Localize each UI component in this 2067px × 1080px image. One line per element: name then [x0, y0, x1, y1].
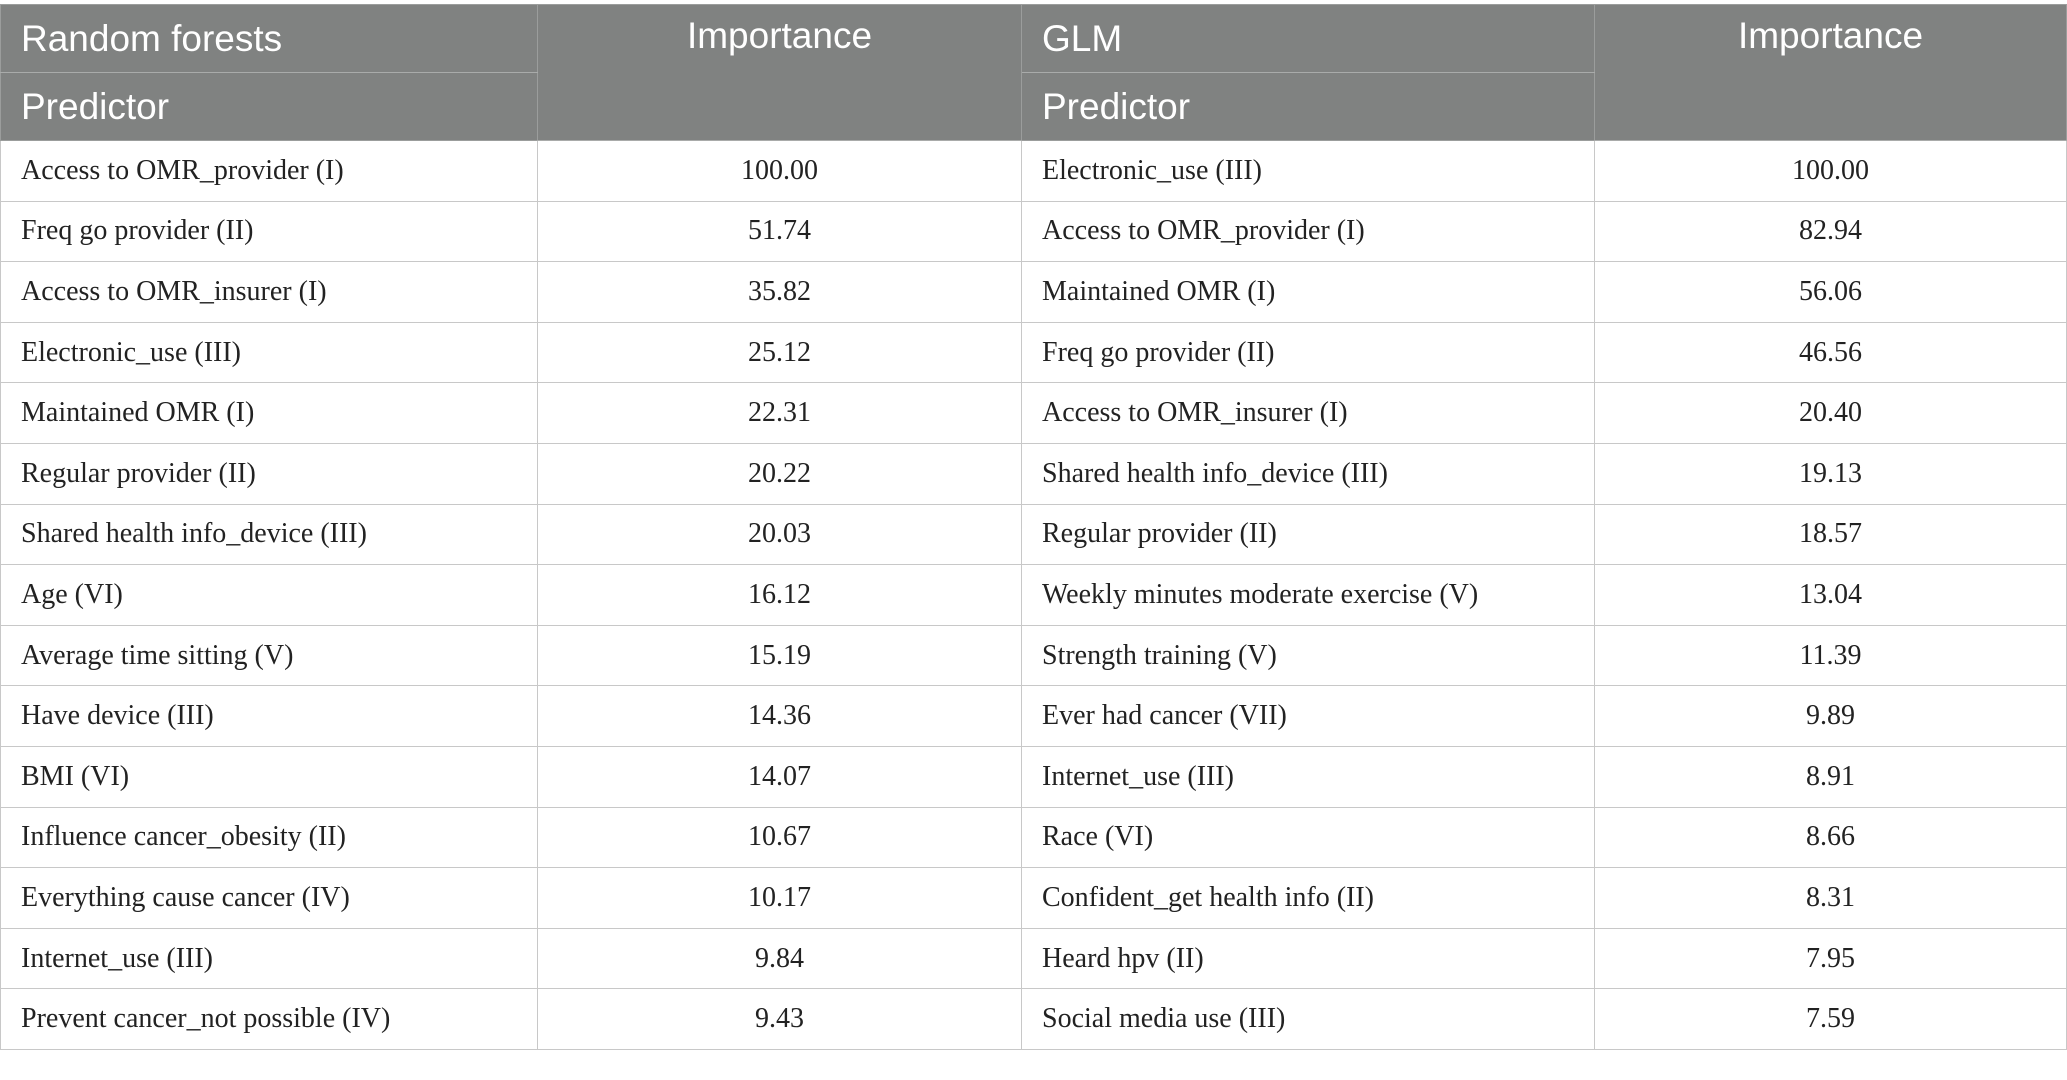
table-row: Everything cause cancer (IV) 10.17 Confide…: [0, 867, 2067, 929]
glm-predictor-header: Predictor: [1021, 72, 1595, 141]
table-row: Access to OMR_insurer (I) 35.82 Maintained…: [0, 261, 2067, 323]
header-row-predictor: Predictor Predictor: [0, 72, 2067, 141]
importance-table-container: Random forests Importance GLM Importance…: [0, 4, 2067, 1050]
rf-predictor-cell: Electronic_use (III): [0, 321, 538, 384]
glm-importance-cell: 11.39: [1594, 624, 2067, 687]
rf-importance-cell: 25.12: [537, 321, 1022, 384]
rf-predictor-header: Predictor: [0, 72, 538, 141]
table-row: Average time sitting (V) 15.19 Strength tr…: [0, 624, 2067, 687]
rf-importance-cell: 16.12: [537, 564, 1022, 626]
rf-importance-cell: 51.74: [537, 200, 1022, 263]
rf-importance-cell: 9.43: [537, 988, 1022, 1050]
header-row-models: Random forests Importance GLM Importance: [0, 4, 2067, 141]
rf-importance-cell: 14.36: [537, 685, 1022, 747]
rf-importance-header: Importance: [537, 4, 1022, 141]
glm-predictor-cell: Strength training (V): [1021, 624, 1595, 687]
glm-predictor-cell: Access to OMR_insurer (I): [1021, 382, 1595, 444]
rf-model-header: Random forests: [0, 4, 538, 73]
rf-predictor-cell: Internet_use (III): [0, 927, 538, 990]
glm-importance-header: Importance: [1594, 4, 2067, 141]
rf-importance-cell: 10.67: [537, 806, 1022, 869]
glm-predictor-cell: Confident_get health info (II): [1021, 867, 1595, 929]
rf-importance-cell: 35.82: [537, 261, 1022, 323]
glm-predictor-cell: Regular provider (II): [1021, 503, 1595, 566]
rf-predictor-cell: Access to OMR_insurer (I): [0, 261, 538, 323]
table-row: Electronic_use (III) 25.12 Freq go provide…: [0, 321, 2067, 384]
variable-importance-table: Random forests Importance GLM Importance…: [0, 4, 2067, 1050]
glm-importance-cell: 19.13: [1594, 442, 2067, 505]
rf-importance-cell: 22.31: [537, 382, 1022, 444]
rf-predictor-cell: Prevent cancer_not possible (IV): [0, 988, 538, 1050]
glm-importance-cell: 8.31: [1594, 867, 2067, 929]
table-row: Shared health info_device (III) 20.03 Regu…: [0, 503, 2067, 566]
rf-importance-cell: 100.00: [537, 140, 1022, 202]
glm-predictor-cell: Freq go provider (II): [1021, 321, 1595, 384]
table-row: Influence cancer_obesity (II) 10.67 Race (…: [0, 806, 2067, 869]
rf-predictor-cell: BMI (VI): [0, 745, 538, 808]
glm-predictor-cell: Electronic_use (III): [1021, 140, 1595, 202]
rf-predictor-cell: Freq go provider (II): [0, 200, 538, 263]
glm-predictor-cell: Heard hpv (II): [1021, 927, 1595, 990]
rf-predictor-cell: Everything cause cancer (IV): [0, 867, 538, 929]
rf-predictor-cell: Average time sitting (V): [0, 624, 538, 687]
glm-importance-cell: 56.06: [1594, 261, 2067, 323]
glm-importance-cell: 18.57: [1594, 503, 2067, 566]
glm-predictor-cell: Access to OMR_provider (I): [1021, 200, 1595, 263]
glm-predictor-cell: Internet_use (III): [1021, 745, 1595, 808]
rf-predictor-cell: Maintained OMR (I): [0, 382, 538, 444]
glm-predictor-cell: Ever had cancer (VII): [1021, 685, 1595, 747]
glm-predictor-cell: Social media use (III): [1021, 988, 1595, 1050]
glm-importance-cell: 20.40: [1594, 382, 2067, 444]
rf-importance-cell: 20.22: [537, 442, 1022, 505]
glm-predictor-cell: Maintained OMR (I): [1021, 261, 1595, 323]
glm-model-header: GLM: [1021, 4, 1595, 73]
rf-predictor-cell: Regular provider (II): [0, 442, 538, 505]
table-row: Regular provider (II) 20.22 Shared health …: [0, 442, 2067, 505]
glm-predictor-cell: Race (VI): [1021, 806, 1595, 869]
glm-importance-cell: 7.95: [1594, 927, 2067, 990]
glm-importance-cell: 13.04: [1594, 564, 2067, 626]
glm-importance-cell: 8.91: [1594, 745, 2067, 808]
table-row: Maintained OMR (I) 22.31 Access to OMR_ins…: [0, 382, 2067, 444]
rf-predictor-cell: Shared health info_device (III): [0, 503, 538, 566]
glm-predictor-cell: Weekly minutes moderate exercise (V): [1021, 564, 1595, 626]
rf-importance-cell: 20.03: [537, 503, 1022, 566]
rf-predictor-cell: Have device (III): [0, 685, 538, 747]
table-row: Freq go provider (II) 51.74 Access to OMR_…: [0, 200, 2067, 263]
rf-predictor-cell: Age (VI): [0, 564, 538, 626]
table-row: Prevent cancer_not possible (IV) 9.43 Soci…: [0, 988, 2067, 1050]
glm-importance-cell: 9.89: [1594, 685, 2067, 747]
table-header: Random forests Importance GLM Importance…: [0, 4, 2067, 141]
glm-importance-cell: 7.59: [1594, 988, 2067, 1050]
glm-importance-cell: 82.94: [1594, 200, 2067, 263]
rf-importance-cell: 10.17: [537, 867, 1022, 929]
rf-importance-cell: 9.84: [537, 927, 1022, 990]
table-row: Access to OMR_provider (I) 100.00 Electron…: [0, 140, 2067, 202]
rf-importance-cell: 15.19: [537, 624, 1022, 687]
table-body: Access to OMR_provider (I) 100.00 Electron…: [0, 140, 2067, 1050]
glm-importance-cell: 8.66: [1594, 806, 2067, 869]
table-row: Age (VI) 16.12 Weekly minutes moderate exe…: [0, 564, 2067, 626]
rf-importance-cell: 14.07: [537, 745, 1022, 808]
glm-importance-cell: 46.56: [1594, 321, 2067, 384]
rf-predictor-cell: Influence cancer_obesity (II): [0, 806, 538, 869]
table-row: Internet_use (III) 9.84 Heard hpv (II) 7.95: [0, 927, 2067, 990]
glm-importance-cell: 100.00: [1594, 140, 2067, 202]
glm-predictor-cell: Shared health info_device (III): [1021, 442, 1595, 505]
table-row: Have device (III) 14.36 Ever had cancer (V…: [0, 685, 2067, 747]
rf-predictor-cell: Access to OMR_provider (I): [0, 140, 538, 202]
table-row: BMI (VI) 14.07 Internet_use (III) 8.91: [0, 745, 2067, 808]
